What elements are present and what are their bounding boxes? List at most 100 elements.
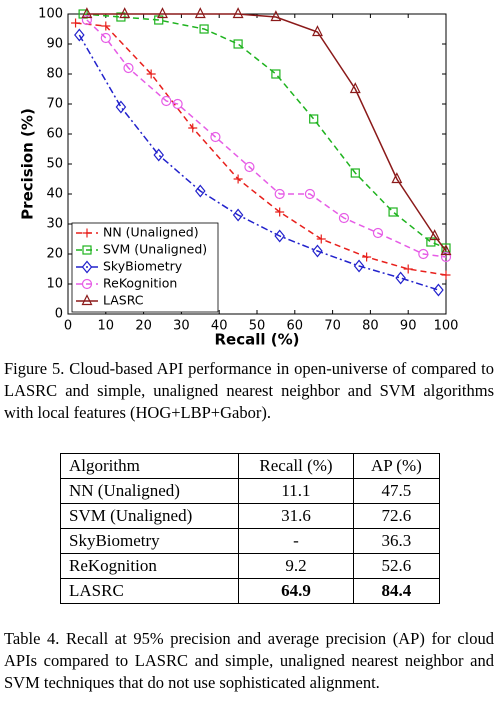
legend-label: ReKognition [103,276,177,291]
marker [81,7,93,19]
legend-label: LASRC [103,293,144,308]
cell: 47.5 [352,478,441,504]
marker [271,69,281,79]
cell: 64.9 [238,578,354,604]
cell: 31.6 [238,503,354,529]
marker [194,7,206,19]
marker [418,248,429,260]
marker [188,123,198,133]
x-tick-label: 30 [173,319,190,334]
legend-marker [81,278,93,290]
y-tick-label: 70 [46,97,63,112]
marker [433,283,444,297]
marker [270,10,282,22]
x-tick-label: 60 [287,319,304,334]
marker [195,184,206,198]
y-tick-label: 90 [46,37,63,52]
marker [362,252,372,262]
series-line [86,19,447,258]
legend-label: SVM (Unaligned) [103,242,207,257]
marker [71,18,81,28]
y-axis-label: Precision (%) [19,108,37,220]
header-cell: Algorithm [59,453,240,479]
y-tick-label: 0 [55,307,63,322]
marker [119,7,131,19]
marker [395,271,406,285]
marker [274,229,285,243]
x-tick-label: 0 [64,319,72,334]
cell: LASRC [59,578,240,604]
header-cell: AP (%) [352,453,441,479]
marker [312,244,323,258]
marker [372,227,384,239]
series-line [83,13,447,249]
marker [349,82,361,94]
y-tick-label: 10 [46,277,63,292]
x-tick-label: 50 [249,319,266,334]
y-tick-label: 80 [46,67,63,82]
marker [350,168,360,178]
y-tick-label: 100 [38,7,63,22]
y-tick-label: 40 [46,187,63,202]
cell: 52.6 [352,553,441,579]
marker [440,244,452,256]
x-tick-label: 80 [362,319,379,334]
marker [153,148,164,162]
legend-marker [82,228,92,238]
marker [244,161,255,173]
marker [123,62,134,74]
marker [101,21,111,31]
marker [233,39,243,49]
cell: 72.6 [352,503,441,529]
marker [353,259,365,273]
header-cell: Recall (%) [238,453,354,479]
legend-marker [81,294,93,306]
chart: Recall (%) Precision (%) 0 10 20 30 40 50 60 70… [19,7,459,349]
cell: ReKognition [59,553,240,579]
legend-label: SkyBiometry [103,259,183,274]
marker [232,208,244,222]
legend-marker [81,260,93,274]
marker [233,174,243,184]
results-table: Algorithm Recall (%) AP (%) NN (Unaligned)… [59,453,441,604]
marker [429,229,441,241]
marker [275,207,285,217]
marker [440,251,452,263]
marker [161,95,172,107]
x-tick-label: 100 [434,319,459,334]
marker [309,114,319,124]
x-tick-label: 20 [135,319,152,334]
marker [441,270,451,280]
x-tick-label: 10 [98,319,115,334]
marker [312,25,323,37]
x-axis-label: Recall (%) [215,331,300,349]
y-tick-label: 20 [46,247,63,262]
marker [81,14,93,26]
marker [74,28,85,42]
cell: 36.3 [352,528,441,554]
marker [391,172,403,184]
marker [403,264,413,274]
x-tick-label: 40 [211,319,228,334]
marker [146,69,156,79]
cell: NN (Unaligned) [59,478,240,504]
marker [115,100,127,114]
legend-marker [82,245,92,255]
table-caption: Table 4. Recall at 95% precision and ave… [4,629,494,692]
marker [304,188,316,200]
marker [210,131,221,143]
marker [199,24,209,34]
y-tick-label: 60 [46,127,63,142]
series-line [86,13,447,252]
y-tick-label: 50 [46,157,63,172]
marker [338,212,350,224]
y-tick-label: 30 [46,217,63,232]
marker [100,32,111,44]
x-tick-label: 90 [400,319,417,334]
cell: 84.4 [352,578,441,604]
legend-label: NN (Unaligned) [103,225,199,240]
cell: SVM (Unaligned) [59,503,240,529]
cell: 9.2 [238,553,354,579]
marker [274,188,285,200]
